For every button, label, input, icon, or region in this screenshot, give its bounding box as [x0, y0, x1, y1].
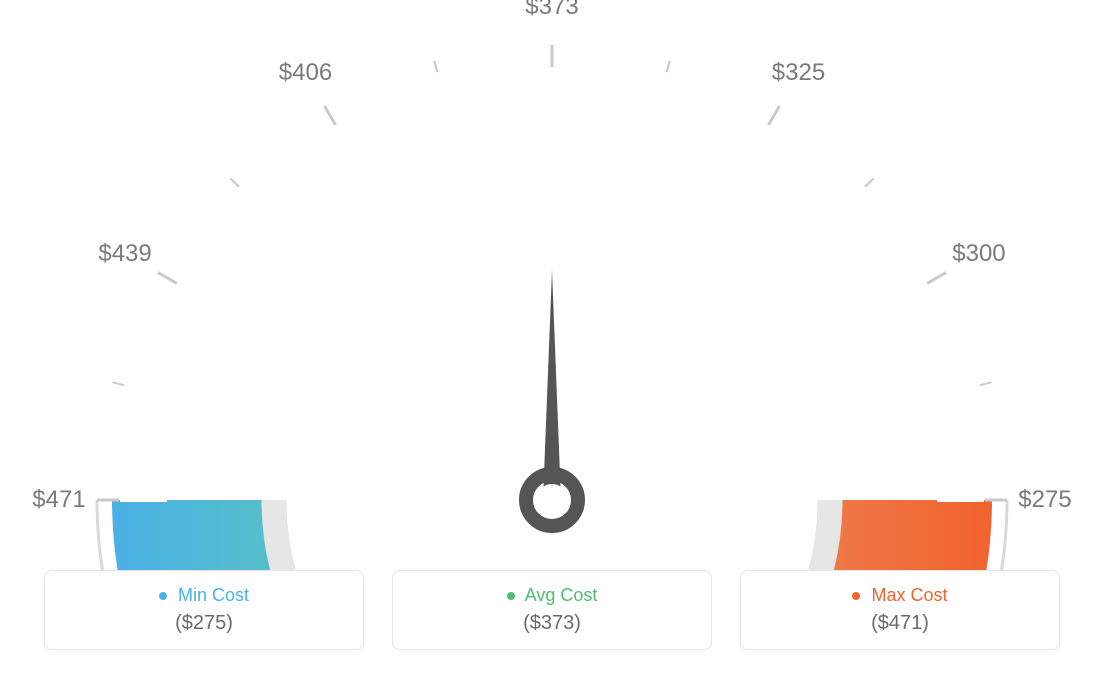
- legend-title-max: Max Cost: [761, 585, 1039, 606]
- gauge-tick-label: $471: [32, 486, 85, 514]
- legend-title-min: Min Cost: [65, 585, 343, 606]
- legend-label-avg: Avg Cost: [525, 585, 598, 605]
- dot-icon-avg: [507, 592, 515, 600]
- legend-card-avg: Avg Cost ($373): [392, 570, 712, 650]
- gauge-tick-label: $325: [772, 59, 825, 87]
- legend-area: Min Cost ($275) Avg Cost ($373) Max Cost…: [0, 570, 1104, 650]
- gauge-tick-label: $406: [279, 59, 332, 87]
- dot-icon-min: [159, 592, 167, 600]
- legend-value-avg: ($373): [413, 612, 691, 635]
- gauge-tick-label: $439: [98, 240, 151, 268]
- gauge-tick-label: $300: [952, 240, 1005, 268]
- dot-icon-max: [852, 592, 860, 600]
- gauge-tick-label: $373: [525, 0, 578, 21]
- gauge-tick-label: $275: [1018, 486, 1071, 514]
- legend-label-max: Max Cost: [871, 585, 947, 605]
- legend-title-avg: Avg Cost: [413, 585, 691, 606]
- legend-card-max: Max Cost ($471): [740, 570, 1060, 650]
- legend-value-max: ($471): [761, 612, 1039, 635]
- legend-card-min: Min Cost ($275): [44, 570, 364, 650]
- legend-label-min: Min Cost: [178, 585, 249, 605]
- chart-container: $275 $300 $325 $373 $406 $439 $471 Min Cost ($…: [0, 0, 1104, 690]
- gauge-area: $275 $300 $325 $373 $406 $439 $471: [0, 0, 1104, 570]
- legend-value-min: ($275): [65, 612, 343, 635]
- gauge-svg: [0, 0, 1104, 570]
